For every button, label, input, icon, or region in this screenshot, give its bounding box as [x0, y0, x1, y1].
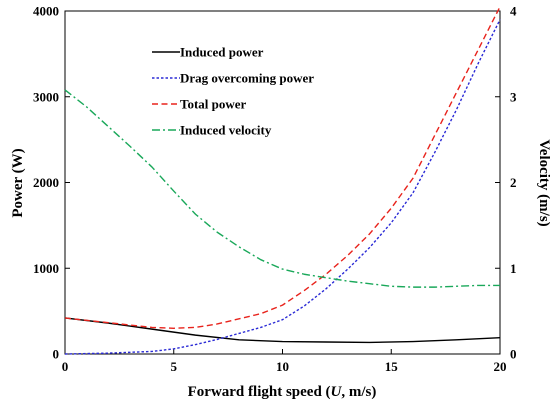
- legend-label-induced-velocity: Induced velocity: [180, 123, 272, 138]
- y-left-tick-label: 1000: [33, 261, 59, 276]
- x-axis-title-part-3: , m/s): [341, 384, 376, 400]
- legend-label-induced-power: Induced power: [180, 45, 264, 60]
- y-right-tick-label: 3: [510, 89, 517, 104]
- y-axis-right-title: Velocity (m/s): [536, 139, 550, 226]
- y-right-tick-label: 1: [510, 261, 517, 276]
- y-right-tick-label: 4: [510, 4, 517, 19]
- y-axis-left-title: Power (W): [10, 148, 26, 217]
- series-line-induced-power: [64, 317, 501, 344]
- series-line-drag-overcoming-power: [64, 19, 501, 355]
- x-tick-label: 15: [385, 359, 399, 374]
- x-axis-title: Forward flight speed (U, m/s): [188, 384, 377, 400]
- x-axis-title-part-2: U: [331, 384, 343, 400]
- y-left-tick-label: 3000: [33, 89, 59, 104]
- x-tick-label: 20: [494, 359, 507, 374]
- legend-label-total-power: Total power: [180, 97, 247, 112]
- x-tick-label: 0: [62, 359, 69, 374]
- y-right-tick-label: 0: [510, 347, 517, 362]
- plot-frame: [64, 10, 501, 355]
- series-line-induced-velocity: [64, 89, 500, 288]
- y-right-tick-label: 2: [510, 175, 517, 190]
- series-lines: [64, 6, 501, 355]
- y-left-tick-label: 2000: [33, 175, 59, 190]
- x-axis-title-part-1: Forward flight speed (: [188, 384, 331, 400]
- x-tick-label: 10: [276, 359, 289, 374]
- x-tick-label: 5: [171, 359, 178, 374]
- y-left-tick-label: 0: [53, 347, 60, 362]
- y-left-tick-label: 4000: [33, 4, 59, 19]
- legend-label-drag-overcoming-power: Drag overcoming power: [180, 71, 314, 86]
- series-line-total-power: [64, 6, 501, 329]
- legend: Induced power Drag overcoming power Total …: [152, 45, 314, 138]
